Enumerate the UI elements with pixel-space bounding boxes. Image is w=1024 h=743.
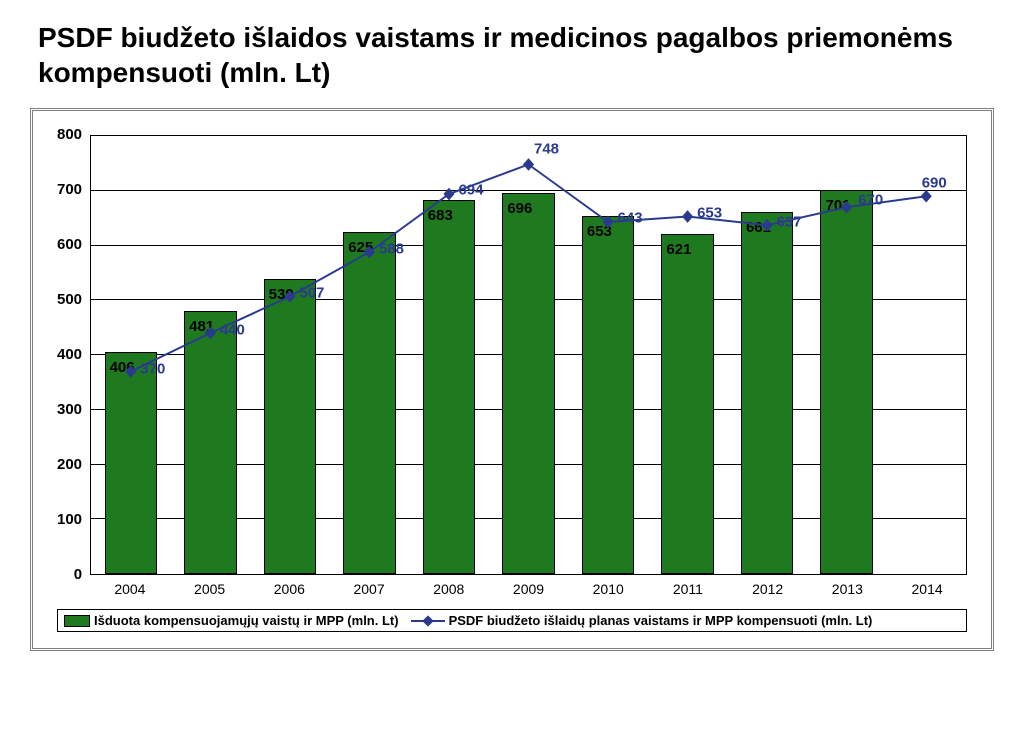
x-tick-label: 2012 bbox=[728, 575, 808, 597]
bar-value-label: 406 bbox=[110, 359, 135, 376]
line-value-label: 588 bbox=[379, 240, 404, 257]
bars-container: 406 481 539 625 683 696 653 621 661 701 bbox=[91, 136, 966, 574]
bar-slot: 406 bbox=[91, 136, 171, 574]
bar-value-label: 696 bbox=[507, 200, 532, 217]
bar: 653 bbox=[582, 216, 635, 574]
x-tick-label: 2014 bbox=[887, 575, 967, 597]
x-tick-label: 2010 bbox=[568, 575, 648, 597]
bar-slot bbox=[887, 136, 967, 574]
legend-item-line: PSDF biudžeto išlaidų planas vaistams ir… bbox=[411, 613, 873, 628]
bar: 481 bbox=[184, 311, 237, 574]
bar-slot: 696 bbox=[489, 136, 569, 574]
bar-value-label: 621 bbox=[666, 241, 691, 258]
bar: 539 bbox=[264, 279, 317, 574]
line-value-label: 370 bbox=[140, 360, 165, 377]
bar-value-label: 539 bbox=[269, 286, 294, 303]
bar-slot: 539 bbox=[250, 136, 330, 574]
x-tick-label: 2009 bbox=[489, 575, 569, 597]
line-value-label: 440 bbox=[220, 322, 245, 339]
bar: 696 bbox=[502, 193, 555, 574]
chart-inner: 8007006005004003002001000 406 481 539 625 68… bbox=[43, 121, 981, 638]
line-value-label: 653 bbox=[697, 204, 722, 221]
line-value-label: 643 bbox=[618, 210, 643, 227]
legend-label-line: PSDF biudžeto išlaidų planas vaistams ir… bbox=[449, 613, 873, 628]
bar-value-label: 683 bbox=[428, 207, 453, 224]
line-value-label: 748 bbox=[534, 140, 559, 157]
bar-value-label: 701 bbox=[826, 197, 851, 214]
x-tick-label: 2013 bbox=[808, 575, 888, 597]
bar-slot: 625 bbox=[330, 136, 410, 574]
bar: 683 bbox=[423, 200, 476, 574]
legend-swatch-bar bbox=[64, 615, 90, 627]
bar-slot: 621 bbox=[648, 136, 728, 574]
bar-slot: 481 bbox=[171, 136, 251, 574]
bar: 701 bbox=[820, 190, 873, 574]
bar: 406 bbox=[105, 352, 158, 574]
x-axis: 2004200520062007200820092010201120122013… bbox=[90, 575, 967, 597]
x-tick-label: 2008 bbox=[409, 575, 489, 597]
legend-swatch-line bbox=[411, 620, 445, 622]
line-value-label: 507 bbox=[299, 285, 324, 302]
x-tick-label: 2011 bbox=[648, 575, 728, 597]
plot-area: 406 481 539 625 683 696 653 621 661 701 370 440 507… bbox=[90, 135, 967, 575]
line-value-label: 690 bbox=[922, 174, 947, 191]
bar-value-label: 653 bbox=[587, 223, 612, 240]
legend: Išduota kompensuojamųjų vaistų ir MPP (m… bbox=[57, 609, 967, 632]
line-value-label: 694 bbox=[458, 182, 483, 199]
chart-title: PSDF biudžeto išlaidos vaistams ir medic… bbox=[30, 20, 994, 90]
line-value-label: 637 bbox=[777, 213, 802, 230]
line-value-label: 670 bbox=[858, 191, 883, 208]
bar-value-label: 481 bbox=[189, 318, 214, 335]
x-tick-label: 2004 bbox=[90, 575, 170, 597]
bar-value-label: 661 bbox=[746, 219, 771, 236]
x-tick-label: 2006 bbox=[249, 575, 329, 597]
chart-frame: 8007006005004003002001000 406 481 539 625 68… bbox=[30, 108, 994, 651]
x-tick-label: 2005 bbox=[170, 575, 250, 597]
legend-item-bars: Išduota kompensuojamųjų vaistų ir MPP (m… bbox=[64, 613, 399, 628]
y-axis: 8007006005004003002001000 bbox=[57, 135, 90, 575]
bar-slot: 661 bbox=[727, 136, 807, 574]
bar: 661 bbox=[741, 212, 794, 574]
bar: 625 bbox=[343, 232, 396, 574]
legend-label-bars: Išduota kompensuojamųjų vaistų ir MPP (m… bbox=[94, 613, 399, 628]
bar-slot: 653 bbox=[568, 136, 648, 574]
bar-slot: 683 bbox=[409, 136, 489, 574]
x-tick-label: 2007 bbox=[329, 575, 409, 597]
bar-value-label: 625 bbox=[348, 239, 373, 256]
bar: 621 bbox=[661, 234, 714, 574]
